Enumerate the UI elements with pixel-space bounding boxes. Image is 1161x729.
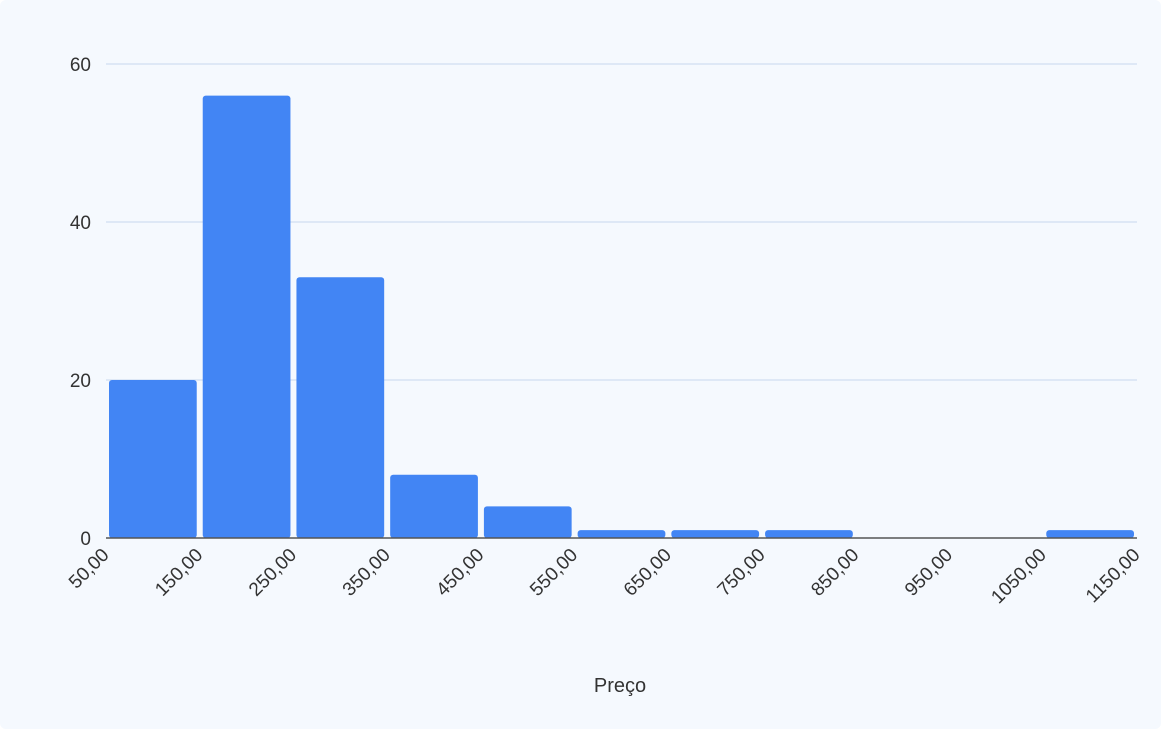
x-tick-label: 250,00	[245, 545, 301, 601]
x-tick-label: 1150,00	[1082, 545, 1144, 607]
x-tick-label: 650,00	[620, 545, 676, 601]
histogram-bar-3	[390, 474, 478, 538]
x-tick-label: 850,00	[807, 545, 863, 601]
x-tick-label: 150,00	[151, 545, 207, 601]
x-tick-label: 950,00	[901, 545, 957, 601]
histogram-bar-4	[483, 506, 572, 538]
y-tick-label: 20	[70, 371, 91, 392]
histogram-bar-7	[765, 530, 853, 538]
x-tick-label: 450,00	[432, 545, 488, 601]
x-axis-title: Preço	[594, 675, 646, 697]
x-tick-label: 750,00	[714, 545, 770, 601]
x-tick-label: 550,00	[526, 545, 582, 601]
y-tick-label: 0	[80, 529, 91, 550]
histogram-bar-6	[671, 530, 760, 538]
x-tick-label: 1050,00	[987, 545, 1050, 608]
bars	[109, 95, 1134, 538]
histogram-bar-10	[1046, 530, 1134, 538]
histogram-bar-5	[577, 530, 666, 538]
y-tick-label: 60	[70, 55, 91, 76]
x-tick-label: 350,00	[339, 545, 395, 601]
x-tick-label: 50,00	[65, 545, 113, 593]
y-tick-label: 40	[70, 213, 91, 234]
histogram-bar-0	[109, 380, 197, 538]
histogram-bar-1	[202, 95, 291, 538]
histogram-bar-2	[296, 277, 385, 538]
